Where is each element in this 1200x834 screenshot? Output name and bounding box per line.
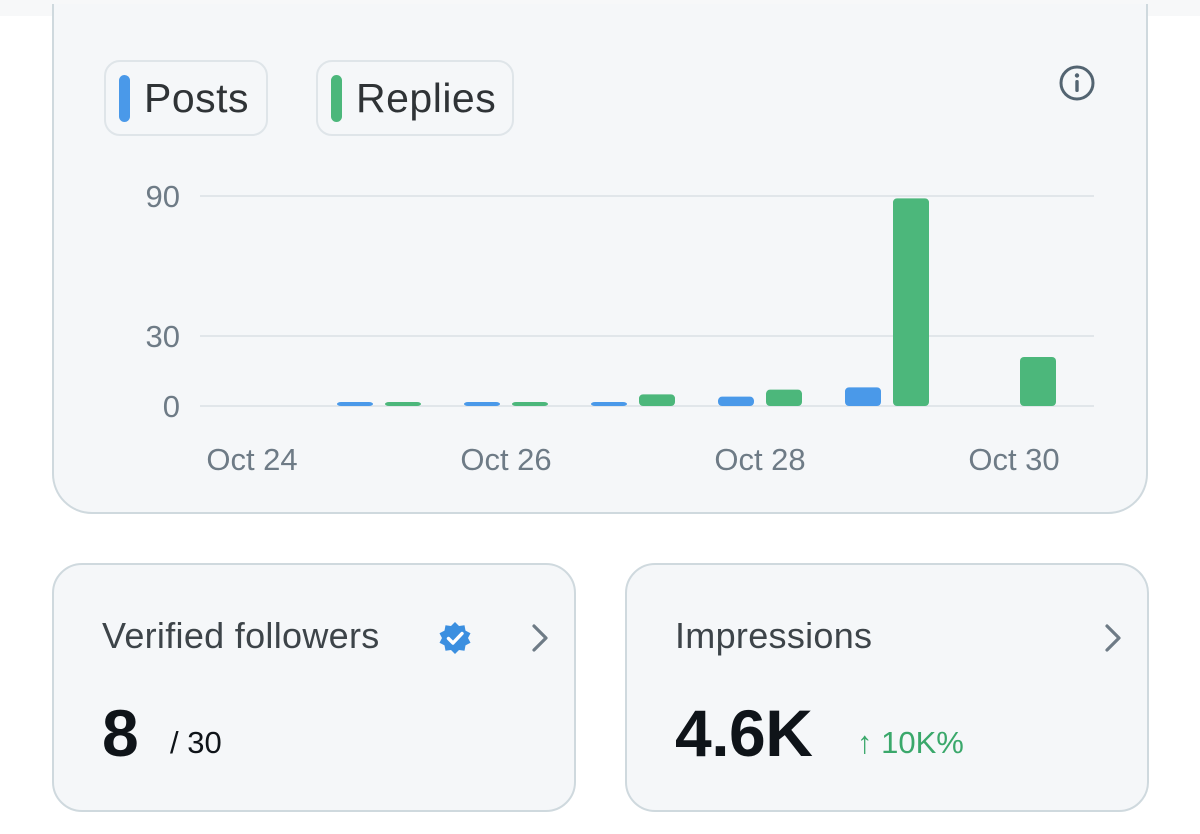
x-tick-label: Oct 30 [968, 442, 1059, 477]
replies-bar-oct-29[interactable] [893, 198, 929, 406]
legend-posts-label: Posts [144, 74, 250, 121]
replies-bar-oct-27[interactable] [639, 394, 675, 406]
y-tick-label: 30 [146, 319, 180, 354]
impressions-card[interactable]: Impressions 4.6K ↑ 10K% [625, 563, 1149, 812]
info-circle-icon[interactable] [1057, 63, 1097, 103]
impressions-title: Impressions [675, 615, 873, 656]
replies-bar-oct-28[interactable] [766, 389, 802, 406]
verified-followers-total: / 30 [170, 725, 222, 760]
y-tick-label: 0 [163, 389, 180, 424]
legend-posts-swatch [119, 74, 130, 122]
posts-bar-oct-29[interactable] [845, 387, 881, 406]
posts-bar-oct-25[interactable] [337, 402, 373, 406]
legend-replies-label: Replies [356, 74, 497, 121]
chevron-right-icon[interactable] [1101, 621, 1125, 655]
impressions-value: 4.6K [675, 696, 813, 770]
verified-followers-title: Verified followers [102, 615, 380, 656]
verified-followers-card[interactable]: Verified followers 8 / 30 [52, 563, 576, 812]
posts-bar-oct-27[interactable] [591, 402, 627, 406]
replies-bar-oct-26[interactable] [512, 402, 548, 406]
legend-replies-toggle[interactable]: Replies [316, 60, 514, 136]
x-tick-label: Oct 24 [206, 442, 297, 477]
bar-chart: 90 30 0 Oct 24 Oct 26 Oct 28 Oct 30 [146, 179, 1094, 477]
activity-chart-card: Posts Replies 90 30 0 Oct 24 Oct 26 Oct 28 Oct… [52, 4, 1148, 514]
x-tick-label: Oct 28 [714, 442, 805, 477]
legend-posts-toggle[interactable]: Posts [104, 60, 268, 136]
legend-replies-swatch [331, 74, 342, 122]
posts-bar-oct-28[interactable] [718, 396, 754, 406]
impressions-trend: ↑ 10K% [857, 725, 964, 760]
verified-followers-count: 8 [102, 696, 139, 770]
posts-bar-oct-26[interactable] [464, 402, 500, 406]
y-tick-label: 90 [146, 179, 180, 214]
replies-bar-oct-25[interactable] [385, 402, 421, 406]
verified-badge-icon [439, 622, 471, 654]
replies-bar-oct-30[interactable] [1020, 357, 1056, 406]
x-tick-label: Oct 26 [460, 442, 551, 477]
chevron-right-icon[interactable] [528, 621, 552, 655]
